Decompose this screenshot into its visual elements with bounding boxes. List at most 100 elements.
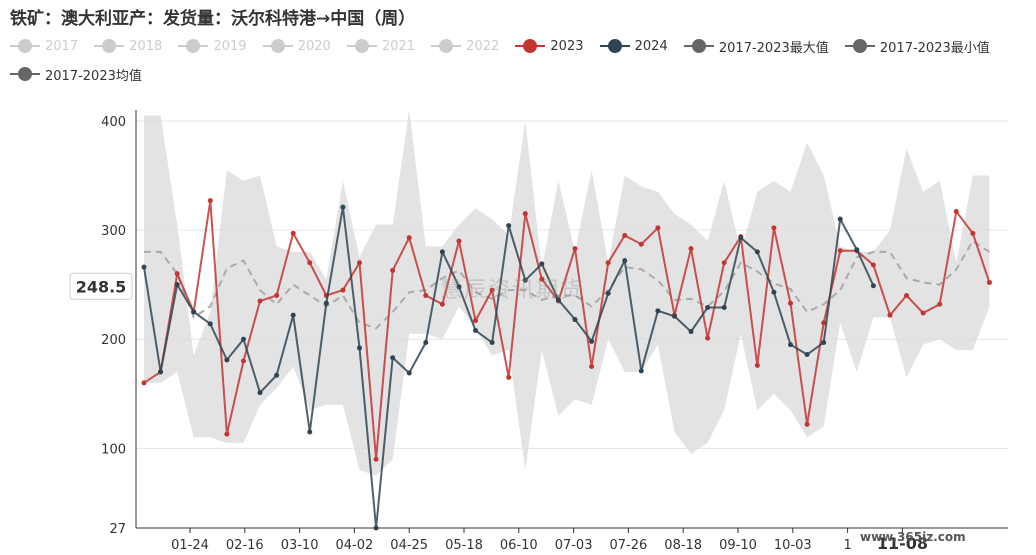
data-point-2024 [174, 282, 180, 288]
data-point-2023 [655, 225, 661, 231]
data-point-2024 [738, 235, 744, 241]
data-point-2023 [622, 233, 628, 239]
data-point-2023 [804, 421, 810, 427]
data-point-2023 [522, 211, 528, 217]
data-point-2023 [489, 287, 495, 293]
data-point-2023 [904, 293, 910, 299]
data-point-2024 [688, 329, 694, 335]
y-tick-label: 400 [101, 115, 126, 130]
legend-marker-icon [262, 36, 293, 56]
data-point-2024 [439, 249, 445, 255]
data-point-2024 [539, 261, 545, 267]
x-tick-label: 04-02 [336, 538, 374, 553]
data-point-2024 [589, 338, 595, 344]
data-point-2023 [240, 358, 246, 364]
data-point-2023 [837, 248, 843, 254]
series-line-2023 [143, 200, 991, 460]
chart-title: 铁矿：澳大利亚产：发货量：沃尔科特港→中国（周） [10, 9, 416, 29]
legend-marker-icon [599, 36, 630, 56]
legend-marker-icon [10, 64, 40, 84]
legend-row-2: 2017-2023均值 [10, 64, 1030, 92]
data-point-2023 [439, 301, 445, 307]
legend-marker-icon [94, 36, 125, 56]
data-point-2024 [771, 289, 777, 295]
data-point-2023 [688, 246, 694, 252]
data-point-2023 [207, 198, 213, 204]
data-point-2023 [141, 380, 147, 386]
data-point-2023 [174, 271, 180, 277]
legend-item-2017[interactable]: 2017 [10, 36, 78, 56]
data-point-2023 [937, 301, 943, 307]
data-point-2024 [804, 351, 810, 357]
data-point-2024 [622, 258, 628, 264]
data-point-2024 [555, 297, 561, 303]
x-tick-label: 01-24 [171, 538, 209, 553]
legend-marker-icon [10, 36, 40, 56]
data-point-2023 [821, 320, 827, 326]
data-point-2023 [357, 260, 362, 266]
legend-item-max[interactable]: 2017-2023最大值 [683, 36, 829, 56]
data-point-2024 [754, 249, 760, 255]
brand-watermark: 慧辰资讯期货 [440, 278, 585, 303]
x-tick-label: 03-10 [281, 538, 319, 553]
legend-marker-icon [844, 36, 875, 56]
legend-item-min[interactable]: 2017-2023最小值 [844, 36, 990, 56]
data-point-2024 [522, 277, 528, 283]
x-tick-label: 09-10 [719, 538, 757, 553]
legend-item-2021[interactable]: 2021 [346, 36, 415, 56]
data-point-2023 [539, 276, 545, 282]
data-point-2024 [638, 368, 644, 374]
legend-item-mean[interactable]: 2017-2023均值 [10, 64, 142, 84]
data-point-2023 [721, 260, 727, 266]
x-tick-label: 10-03 [774, 538, 812, 553]
legend-marker-icon [346, 36, 377, 56]
data-point-2023 [754, 362, 760, 368]
data-point-2024 [224, 357, 230, 363]
data-point-2023 [870, 262, 876, 268]
legend-item-2019[interactable]: 2019 [178, 36, 247, 56]
data-point-2023 [970, 230, 976, 236]
data-point-2023 [572, 246, 578, 252]
x-tick-label: 08-18 [664, 538, 702, 553]
data-point-2023 [986, 279, 992, 285]
data-point-2024 [671, 313, 677, 319]
data-point-2024 [257, 390, 263, 396]
legend-row-1: 2017 2018 2019 2020 2021 2022 2023 2024 … [10, 36, 1030, 64]
data-point-2024 [207, 321, 213, 327]
data-point-2023 [290, 230, 296, 236]
data-point-2024 [240, 336, 246, 342]
y-tick-label: 27 [109, 522, 126, 537]
y-tick-label: 200 [101, 333, 126, 348]
legend-marker-icon [515, 36, 546, 56]
legend-marker-icon [178, 36, 209, 56]
data-point-2024 [837, 216, 843, 222]
data-point-2023 [456, 238, 462, 244]
data-point-2023 [605, 260, 611, 266]
data-point-2023 [506, 374, 512, 380]
legend-item-2023[interactable]: 2023 [515, 36, 584, 56]
data-point-2023 [406, 235, 412, 241]
data-point-2023 [224, 431, 230, 437]
legend-item-2024[interactable]: 2024 [599, 36, 668, 56]
legend-marker-icon [431, 36, 462, 56]
data-point-2023 [473, 318, 479, 324]
data-point-2024 [870, 283, 876, 289]
data-point-2024 [705, 305, 711, 311]
legend-item-2018[interactable]: 2018 [94, 36, 162, 56]
data-point-2024 [141, 264, 147, 270]
data-point-2024 [605, 290, 611, 296]
data-point-2024 [323, 300, 329, 306]
data-point-2024 [456, 284, 462, 290]
data-point-2023 [423, 293, 429, 299]
legend-item-2022[interactable]: 2022 [431, 36, 499, 56]
value-tooltip-box [69, 272, 133, 300]
x-tick-label: 11-08 [877, 534, 928, 553]
data-point-2024 [721, 305, 727, 311]
data-point-2023 [589, 363, 595, 369]
data-point-2023 [638, 241, 644, 247]
site-watermark: www.365jz.com [860, 530, 966, 544]
data-point-2024 [489, 339, 495, 345]
data-point-2024 [191, 309, 197, 315]
legend-item-2020[interactable]: 2020 [262, 36, 331, 56]
data-point-2023 [340, 287, 346, 293]
